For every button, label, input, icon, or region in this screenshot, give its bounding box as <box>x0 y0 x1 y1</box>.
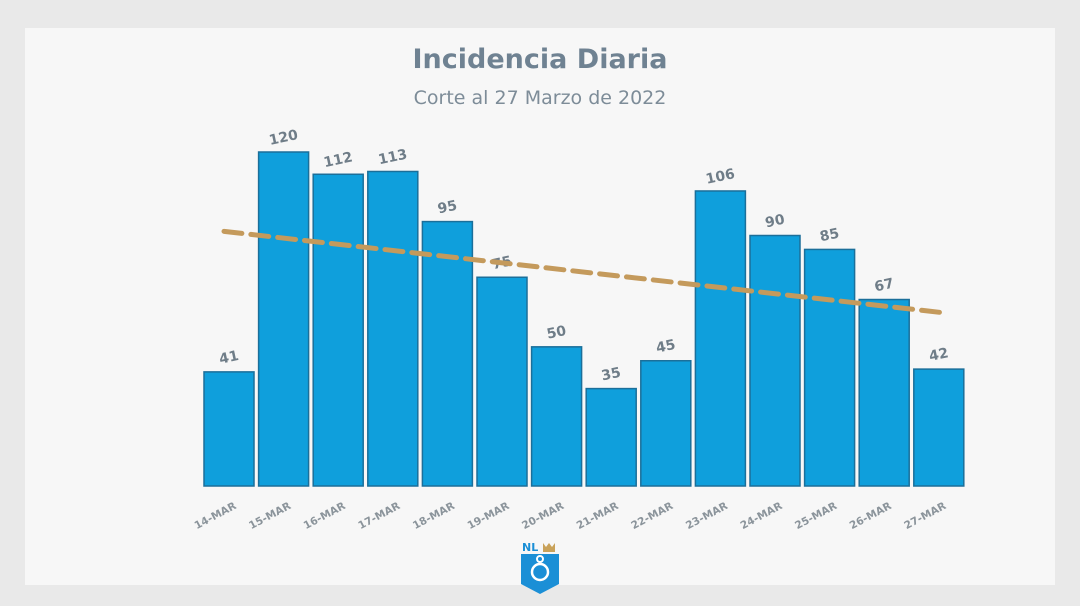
bar-21-mar <box>585 387 637 487</box>
data-label: 95 <box>436 198 458 218</box>
bar-19-mar <box>476 276 528 487</box>
data-label: 35 <box>600 365 622 385</box>
x-tick-label: 25-MAR <box>793 500 839 532</box>
trend-line <box>221 228 947 316</box>
data-label: 50 <box>545 323 568 343</box>
x-tick-label: 18-MAR <box>411 500 457 532</box>
x-tick-label: 20-MAR <box>520 500 566 532</box>
nuevo-leon-logo: NL <box>521 541 559 594</box>
chart-title: Incidencia Diaria <box>412 44 668 75</box>
data-label: 85 <box>818 226 840 246</box>
bar-17-mar <box>367 170 419 487</box>
x-tick-label: 19-MAR <box>465 500 511 532</box>
bar-20-mar <box>530 346 583 487</box>
x-tick-label: 27-MAR <box>902 500 948 532</box>
data-label: 106 <box>704 166 736 188</box>
svg-text:NL: NL <box>522 541 538 554</box>
bar-15-mar <box>257 151 310 487</box>
data-label: 42 <box>928 345 950 365</box>
data-label: 113 <box>377 147 409 169</box>
bar-14-mar <box>203 371 255 487</box>
data-label: 45 <box>655 337 677 357</box>
bar-16-mar <box>312 173 364 487</box>
bar-22-mar <box>640 360 692 487</box>
x-tick-label: 21-MAR <box>575 500 621 532</box>
bar-27-mar <box>913 368 965 487</box>
bar-24-mar <box>749 234 801 487</box>
x-tick-label: 15-MAR <box>247 500 293 532</box>
data-label: 112 <box>322 149 354 171</box>
data-label: 67 <box>873 276 895 296</box>
x-tick-label: 17-MAR <box>356 500 402 532</box>
bar-23-mar <box>694 190 747 487</box>
x-tick-label: 23-MAR <box>684 500 730 532</box>
x-tick-label: 14-MAR <box>192 500 238 532</box>
bar-26-mar <box>858 298 910 487</box>
bar-25-mar <box>803 248 856 487</box>
x-tick-label: 26-MAR <box>848 500 894 532</box>
x-tick-label: 22-MAR <box>629 500 675 532</box>
x-tick-label: 24-MAR <box>738 500 784 532</box>
data-label: 90 <box>764 212 787 232</box>
chart-subtitle: Corte al 27 Marzo de 2022 <box>413 87 667 109</box>
bar-18-mar <box>421 220 474 487</box>
data-label: 120 <box>268 127 300 149</box>
x-tick-label: 16-MAR <box>302 500 348 532</box>
data-label: 41 <box>218 348 240 368</box>
